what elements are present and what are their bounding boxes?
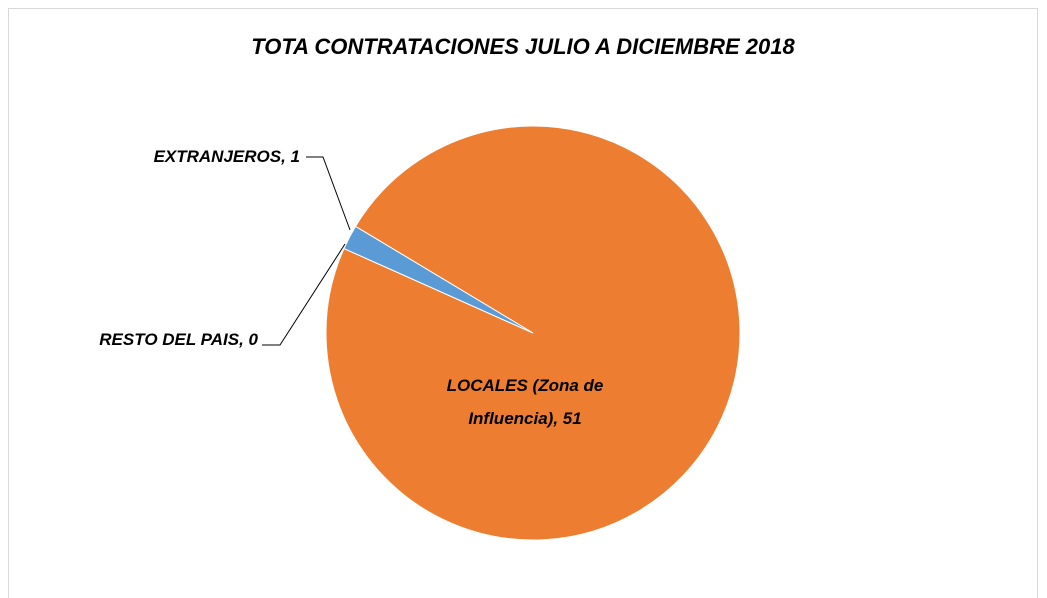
data-label: RESTO DEL PAIS, 0 (99, 330, 258, 349)
data-label: LOCALES (Zona de Influencia), 51 (447, 376, 604, 428)
chart-title: TOTA CONTRATACIONES JULIO A DICIEMBRE 20… (251, 34, 795, 59)
leader-line (306, 156, 351, 231)
pie-slice (343, 225, 534, 334)
label-line: Influencia), 51 (468, 409, 581, 428)
label-line: LOCALES (Zona de (447, 376, 604, 395)
label-line: EXTRANJEROS, 1 (154, 147, 300, 166)
data-label: EXTRANJEROS, 1 (154, 147, 300, 166)
leader-line (262, 243, 346, 346)
label-line: RESTO DEL PAIS, 0 (99, 330, 258, 349)
